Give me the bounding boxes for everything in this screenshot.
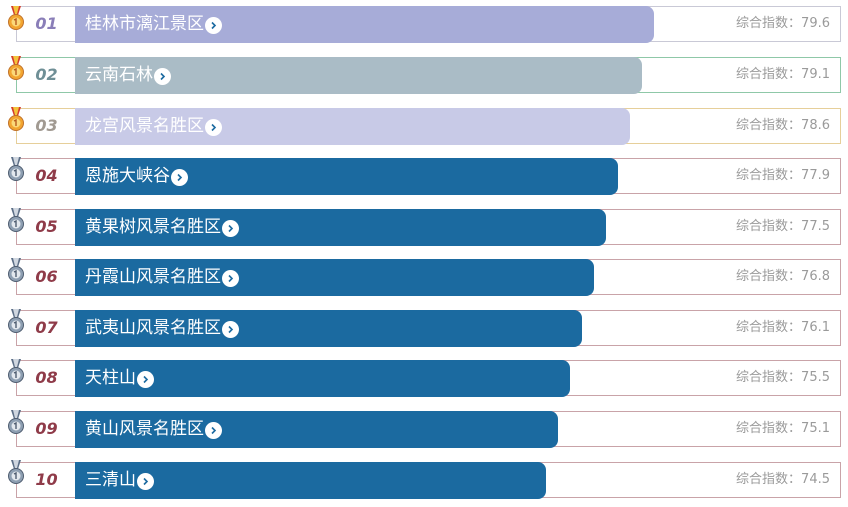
chevron-right-icon[interactable] (154, 67, 171, 85)
scenic-name: 恩施大峡谷 (85, 166, 170, 186)
index-bar (75, 259, 594, 296)
score-text: 综合指数：76.1 (736, 320, 830, 335)
scenic-link[interactable]: 恩施大峡谷 (85, 159, 188, 193)
chevron-right-icon[interactable] (137, 472, 154, 490)
rank-number: 06 (35, 267, 58, 286)
ranking-row[interactable]: 04 恩施大峡谷 综合指数：77.9 (16, 158, 841, 195)
scenic-name: 黄山风景名胜区 (85, 419, 204, 439)
score-text: 综合指数：78.6 (736, 118, 830, 133)
scenic-name: 云南石林 (85, 65, 153, 85)
score-text: 综合指数：74.5 (736, 472, 830, 487)
index-bar (75, 6, 654, 43)
scenic-link[interactable]: 桂林市漓江景区 (85, 7, 222, 41)
silver-medal-icon (7, 410, 25, 436)
ranking-row[interactable]: 03 龙宫风景名胜区 综合指数：78.6 (16, 108, 841, 145)
scenic-name: 黄果树风景名胜区 (85, 217, 221, 237)
chevron-right-icon[interactable] (205, 16, 222, 34)
ranking-row[interactable]: 05 黄果树风景名胜区 综合指数：77.5 (16, 209, 841, 246)
silver-medal-icon (7, 208, 25, 234)
rank-number: 08 (35, 368, 58, 387)
index-bar (75, 310, 582, 347)
chevron-right-icon[interactable] (137, 370, 154, 388)
scenic-link[interactable]: 黄果树风景名胜区 (85, 210, 239, 244)
silver-medal-icon (7, 157, 25, 183)
scenic-name: 天柱山 (85, 368, 136, 388)
scenic-name: 龙宫风景名胜区 (85, 116, 204, 136)
rank-number: 02 (35, 65, 58, 84)
index-bar (75, 209, 606, 246)
gold-medal-icon (7, 56, 25, 82)
chevron-right-icon[interactable] (205, 421, 222, 439)
rank-number: 05 (35, 217, 58, 236)
score-text: 综合指数：75.5 (736, 370, 830, 385)
ranking-row[interactable]: 01 桂林市漓江景区 综合指数：79.6 (16, 6, 841, 43)
score-text: 综合指数：75.1 (736, 421, 830, 436)
rank-number: 04 (35, 166, 58, 185)
rank-number: 03 (35, 116, 58, 135)
scenic-link[interactable]: 天柱山 (85, 361, 154, 395)
ranking-row[interactable]: 06 丹霞山风景名胜区 综合指数：76.8 (16, 259, 841, 296)
scenic-link[interactable]: 武夷山风景名胜区 (85, 311, 239, 345)
ranking-row[interactable]: 09 黄山风景名胜区 综合指数：75.1 (16, 411, 841, 448)
rank-number: 10 (35, 470, 58, 489)
score-text: 综合指数：77.9 (736, 168, 830, 183)
gold-medal-icon (7, 6, 25, 32)
index-bar (75, 360, 570, 397)
silver-medal-icon (7, 309, 25, 335)
ranking-row[interactable]: 02 云南石林 综合指数：79.1 (16, 57, 841, 94)
score-text: 综合指数：79.6 (736, 16, 830, 31)
silver-medal-icon (7, 460, 25, 486)
scenic-link[interactable]: 丹霞山风景名胜区 (85, 260, 239, 294)
score-text: 综合指数：77.5 (736, 219, 830, 234)
rank-number: 09 (35, 419, 58, 438)
scenic-name: 三清山 (85, 470, 136, 490)
rank-number: 07 (35, 318, 58, 337)
scenic-link[interactable]: 云南石林 (85, 58, 171, 92)
chevron-right-icon[interactable] (205, 118, 222, 136)
silver-medal-icon (7, 258, 25, 284)
index-bar (75, 411, 558, 448)
ranking-row[interactable]: 10 三清山 综合指数：74.5 (16, 462, 841, 499)
silver-medal-icon (7, 359, 25, 385)
scenic-link[interactable]: 黄山风景名胜区 (85, 412, 222, 446)
chevron-right-icon[interactable] (222, 219, 239, 237)
index-bar (75, 108, 630, 145)
scenic-link[interactable]: 三清山 (85, 463, 154, 497)
ranking-row[interactable]: 08 天柱山 综合指数：75.5 (16, 360, 841, 397)
rank-number: 01 (35, 14, 58, 33)
index-bar (75, 158, 618, 195)
chevron-right-icon[interactable] (171, 168, 188, 186)
score-text: 综合指数：76.8 (736, 269, 830, 284)
chevron-right-icon[interactable] (222, 320, 239, 338)
scenic-name: 桂林市漓江景区 (85, 14, 204, 34)
ranking-row[interactable]: 07 武夷山风景名胜区 综合指数：76.1 (16, 310, 841, 347)
scenic-name: 武夷山风景名胜区 (85, 318, 221, 338)
scenic-link[interactable]: 龙宫风景名胜区 (85, 109, 222, 143)
score-text: 综合指数：79.1 (736, 67, 830, 82)
chevron-right-icon[interactable] (222, 269, 239, 287)
gold-medal-icon (7, 107, 25, 133)
scenic-name: 丹霞山风景名胜区 (85, 267, 221, 287)
